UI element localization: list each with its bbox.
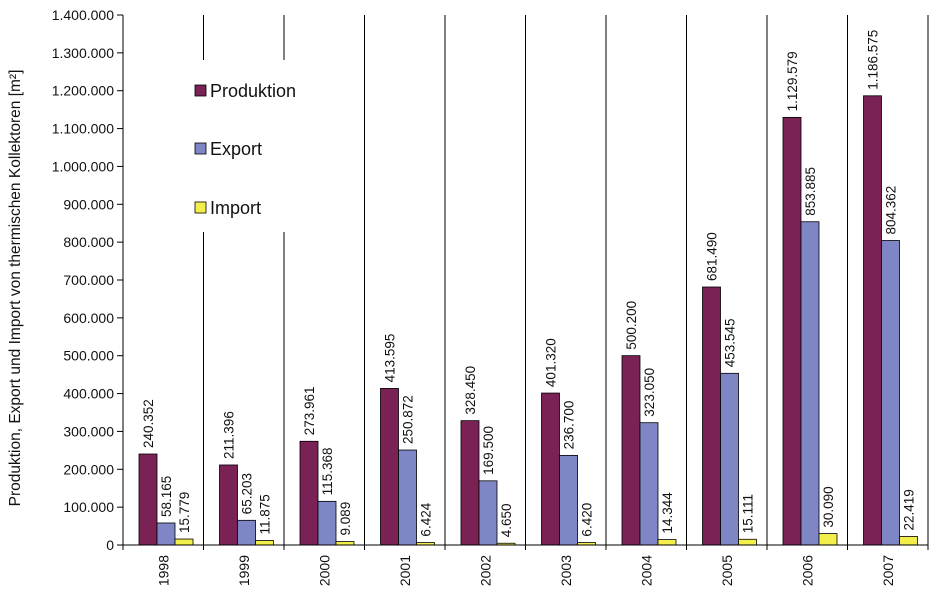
bar-produktion [380,388,399,546]
data-label-produktion: 500.200 [624,301,639,350]
data-label-produktion: 211.396 [222,411,237,459]
bar-import [818,533,838,546]
bar-produktion [299,440,319,546]
bar-produktion [541,392,560,546]
category-separators [203,15,848,545]
bar-produktion [621,355,641,546]
data-label-import: 22.419 [902,489,917,530]
data-label-import: 4.650 [499,503,514,537]
bar-import [738,538,757,546]
bar-produktion [782,116,802,546]
data-label-export: 250.872 [401,395,416,444]
bar-import [174,538,194,546]
x-axis-ticks: 1998 1999 2000 2001 2002 2003 2004 2005 2006 2007 [122,545,929,586]
legend-label-import: Import [210,198,261,218]
data-label-produktion: 240.352 [141,399,156,448]
y-tick-label: 300.000 [63,423,114,439]
data-label-export: 169.500 [481,426,496,475]
bar-produktion [138,453,158,546]
legend-label-export: Export [210,139,262,159]
y-axis-ticks: 0 100.000 200.000 300.000 400.000 500.000 600.… [52,7,123,553]
data-label-export: 58.165 [159,476,174,517]
data-label-import: 9.089 [338,502,353,536]
y-tick-label: 500.000 [63,348,114,364]
data-label-export: 853.885 [803,167,818,216]
x-tick-label: 1998 [155,555,171,586]
y-axis-title: Produktion, Export und Import von thermi… [7,70,24,507]
bar-export [800,221,820,546]
bar-import [899,536,918,546]
legend-label-produktion: Produktion [210,81,296,101]
y-tick-label: 800.000 [63,234,114,250]
y-tick-label: 1.000.000 [52,158,114,174]
bar-produktion [702,286,721,546]
data-label-export: 804.362 [884,186,899,235]
bar-produktion [219,464,238,546]
bar-export [720,372,739,546]
x-tick-label: 2001 [397,555,413,586]
data-label-import: 6.420 [580,503,595,537]
data-label-import: 15.779 [177,492,192,533]
legend-swatch-import [194,201,207,214]
bar-produktion [863,95,882,546]
legend-swatch-produktion [194,84,207,97]
data-label-import: 30.090 [821,486,836,527]
data-label-produktion: 681.490 [705,232,720,281]
bar-export [881,240,900,546]
bar-import [335,541,355,546]
y-tick-label: 100.000 [63,499,114,515]
bar-import [657,539,677,546]
data-label-export: 65.203 [240,473,255,514]
bar-export [559,454,578,546]
data-label-import: 15.111 [741,494,756,533]
y-tick-label: 700.000 [63,272,114,288]
x-tick-label: 2003 [558,555,574,586]
y-tick-label: 1.300.000 [52,45,114,61]
data-label-produktion: 1.186.575 [866,30,881,90]
bar-export [237,519,256,546]
data-label-produktion: 273.961 [302,386,317,435]
y-tick-label: 900.000 [63,196,114,212]
x-tick-label: 2000 [316,555,332,586]
axes [122,15,929,546]
x-tick-label: 1999 [236,555,252,586]
data-label-import: 11.875 [258,494,273,534]
data-label-export: 323.050 [642,368,657,417]
y-tick-label: 600.000 [63,310,114,326]
data-label-export: 453.545 [723,318,738,367]
x-tick-label: 2006 [799,555,815,586]
data-label-produktion: 1.129.579 [785,51,800,111]
x-tick-label: 2004 [638,555,654,586]
data-label-export: 115.368 [320,448,335,496]
bar-produktion [460,420,480,546]
x-tick-label: 2007 [880,555,896,586]
bar-import [255,540,274,546]
data-label-import: 14.344 [660,492,675,534]
bar-export [478,480,498,546]
bars [138,95,918,546]
x-tick-label: 2002 [477,555,493,586]
data-label-produktion: 328.450 [463,366,478,415]
data-label-produktion: 401.320 [544,338,559,387]
y-tick-label: 400.000 [63,386,114,402]
data-label-produktion: 413.595 [383,334,398,383]
bar-export [639,422,659,546]
y-tick-label: 200.000 [63,461,114,477]
bar-export [398,449,417,546]
legend-swatch-export [194,142,207,155]
y-tick-label: 1.400.000 [52,7,114,23]
bar-export [317,500,337,546]
data-label-export: 236.700 [562,401,577,450]
y-tick-label: 0 [106,537,114,553]
legend: Produktion Export Import [194,81,296,218]
bar-export [156,522,176,546]
y-tick-label: 1.200.000 [52,83,114,99]
y-tick-label: 1.100.000 [52,121,114,137]
x-tick-label: 2005 [719,555,735,586]
data-label-import: 6.424 [419,502,434,536]
